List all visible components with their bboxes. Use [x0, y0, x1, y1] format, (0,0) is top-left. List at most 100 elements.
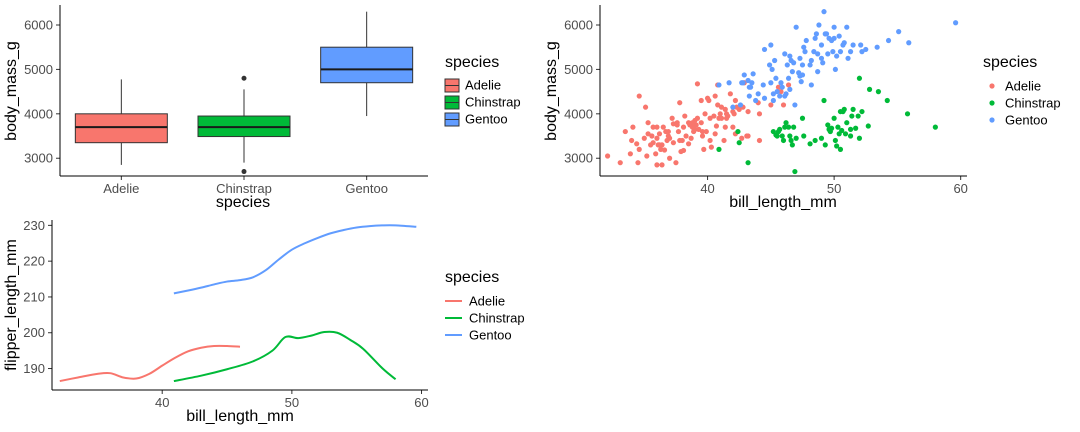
scatter-point	[756, 137, 763, 144]
scatter-point	[722, 124, 728, 130]
scatter-point	[644, 153, 650, 159]
scatter-point	[745, 160, 751, 166]
scatter-point	[787, 86, 793, 92]
scatter-point	[707, 115, 713, 121]
scatter-point	[856, 135, 863, 141]
scatter-legend-key	[989, 100, 995, 106]
scatter-point	[645, 131, 651, 137]
scatter-point	[732, 97, 739, 104]
scatter-point	[778, 89, 784, 95]
scatter-point	[847, 133, 854, 139]
scatter-point	[842, 131, 849, 137]
scatter-point	[753, 97, 759, 104]
scatter-point	[708, 144, 714, 150]
line-y-tick-label: 190	[23, 361, 45, 376]
scatter-point	[780, 102, 787, 108]
scatter-point	[694, 115, 701, 121]
line-x-tick-label: 60	[414, 395, 428, 410]
scatter-point	[634, 141, 640, 147]
scatter-point	[793, 135, 799, 141]
box-chinstrap	[197, 75, 291, 175]
scatter-point	[859, 49, 865, 55]
scatter-x-axis-label: bill_length_mm	[729, 194, 837, 211]
scatter-point	[685, 141, 692, 147]
scatter-point	[818, 135, 825, 141]
scatter-point	[799, 115, 806, 121]
scatter-point	[803, 37, 809, 44]
scatter-point	[773, 75, 779, 81]
boxplot-y-axis-label: body_mass_g	[3, 41, 20, 141]
scatter-point	[688, 135, 694, 141]
scatter-point	[617, 160, 623, 166]
line-y-tick-label: 210	[23, 289, 45, 304]
scatter-point	[780, 137, 787, 144]
scatter-point	[696, 126, 702, 132]
scatter-point	[830, 49, 836, 55]
line-y-axis-label: flipper_length_mm	[3, 239, 20, 371]
scatter-point	[847, 49, 854, 55]
scatter-point	[779, 84, 785, 90]
scatter-point	[822, 142, 828, 148]
box-gentoo	[320, 11, 414, 117]
scatter-legend-key	[989, 83, 995, 89]
scatter-point	[653, 151, 659, 157]
line-legend-title: species	[445, 269, 499, 286]
line-y-tick-label: 220	[23, 254, 45, 269]
scatter-point	[811, 49, 817, 55]
scatter-point	[792, 102, 798, 108]
line-legend-label: Gentoo	[469, 328, 512, 343]
boxplot-legend-title: species	[445, 54, 499, 71]
scatter-point	[812, 137, 818, 144]
scatter-point	[682, 113, 688, 119]
scatter-point	[659, 142, 665, 148]
scatter-point	[788, 137, 794, 144]
scatter-point	[685, 120, 692, 126]
scatter-point	[787, 133, 793, 139]
scatter-series-chinstrap	[716, 75, 938, 175]
scatter-point	[712, 131, 718, 137]
scatter-point	[735, 128, 741, 135]
box-outlier	[241, 75, 247, 81]
scatter-y-axis-label: body_mass_g	[543, 41, 560, 141]
scatter-point	[832, 66, 838, 73]
scatter-point	[650, 140, 656, 146]
scatter-point	[698, 97, 704, 104]
scatter-point	[779, 133, 785, 139]
scatter-point	[799, 62, 806, 68]
scatter-point	[836, 33, 842, 39]
line-y-tick-label: 230	[23, 218, 45, 233]
scatter-legend-key	[989, 117, 995, 123]
scatter-point	[718, 104, 725, 110]
boxplot-y-tick-label: 6000	[24, 17, 53, 32]
scatter-point	[839, 127, 845, 134]
scatter-point	[866, 86, 873, 92]
scatter-point	[850, 42, 856, 48]
scatter-point	[716, 146, 722, 152]
scatter-point	[641, 135, 647, 141]
scatter-point	[702, 111, 708, 117]
scatter-point	[677, 100, 683, 106]
scatter-point	[721, 137, 727, 144]
scatter-point	[787, 53, 793, 59]
scatter-point	[772, 57, 778, 64]
scatter-point	[656, 131, 663, 137]
scatter-point	[768, 42, 774, 48]
scatter-point	[874, 44, 880, 50]
scatter-legend-label: Adelie	[1005, 79, 1041, 94]
scatter-point	[783, 91, 789, 97]
scatter-point	[844, 120, 850, 126]
scatter-point	[841, 106, 847, 112]
scatter-point	[802, 49, 808, 55]
scatter-point	[808, 82, 814, 88]
scatter-point	[669, 115, 675, 121]
box-outlier	[241, 169, 247, 175]
scatter-point	[655, 142, 661, 148]
scatter-point	[818, 42, 825, 48]
line-x-tick-label: 40	[155, 395, 169, 410]
scatter-point	[807, 62, 813, 68]
scatter-point	[698, 120, 704, 126]
scatter-point	[622, 128, 628, 135]
scatter-point	[783, 120, 789, 126]
scatter-point	[649, 133, 655, 139]
boxplot-x-tick-label: Adelie	[103, 181, 139, 196]
